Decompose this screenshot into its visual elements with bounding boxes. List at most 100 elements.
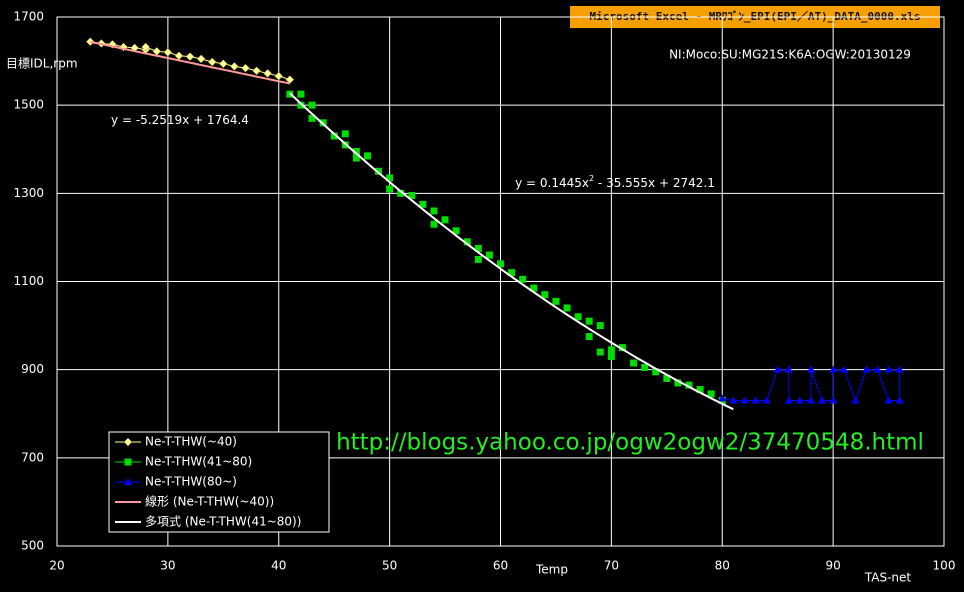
marker-square [707,390,715,398]
x-tick-label: 30 [160,559,175,573]
marker-triangle [773,365,782,373]
legend-box [108,431,330,533]
x-tick-label: 50 [382,559,397,573]
marker-square [363,152,371,160]
equation-part: y = 0.1445x [515,176,589,190]
marker-square [607,352,615,360]
marker-diamond [274,71,284,81]
y-tick-label: 1500 [13,98,44,112]
series-line [722,369,901,403]
marker-diamond [285,75,295,84]
marker-triangle [729,396,738,404]
marker-diamond [85,37,95,47]
marker-square [341,130,349,138]
legend-label: Ne-T-THW(41~80) [145,455,252,469]
legend: Ne-T-THW(~40) Ne-T-THW(41~80) Ne-T-THW(80~… [108,431,330,533]
marker-triangle [751,396,760,404]
marker-diamond [263,69,273,78]
marker-square [696,386,704,394]
legend-label: 線形 (Ne-T-THW(~40)) [145,494,274,509]
marker-diamond [230,62,239,71]
x-tick-label: 40 [271,559,286,573]
x-tick-label: 60 [493,559,508,573]
marker-square [430,220,438,228]
y-tick-label: 700 [21,450,44,464]
marker-square [541,291,549,299]
marker-triangle [806,365,815,373]
watermark: http://blogs.yahoo.co.jp/ogw2ogw2/374705… [336,430,924,456]
marker-square [308,114,316,122]
marker-square [596,322,604,330]
marker-square [497,260,504,268]
marker-square [386,174,394,182]
marker-diamond [252,66,261,76]
marker-triangle [873,365,882,373]
marker-triangle [795,396,804,404]
marker-square [674,379,682,387]
marker-diamond [174,51,184,61]
marker-square [585,333,593,341]
marker-square [574,313,582,321]
equation-part: 2 [589,174,594,183]
marker-diamond [218,59,228,69]
marker-diamond [123,437,133,447]
marker-triangle [806,396,815,404]
y-tick-label: 500 [21,539,44,553]
marker-square [124,458,132,466]
marker-square [452,227,460,235]
chart-subtitle: NI:Moco:SU:MG21S:K6A:OGW:20130129 [669,48,911,62]
marker-triangle [884,396,893,404]
marker-square [408,192,416,200]
marker-square [297,90,305,98]
x-axis-label: Temp [535,563,568,577]
trendline-equation: y = 0.1445x2 - 35.555x + 2742.1 [515,174,715,190]
marker-diamond [163,47,173,57]
marker-diamond [196,54,206,64]
marker-triangle [784,396,793,404]
marker-diamond [141,42,151,52]
trendline [90,40,291,85]
marker-square [663,374,671,382]
marker-triangle [818,396,827,404]
x-tick-label: 90 [825,559,840,573]
y-tick-label: 1300 [13,186,44,200]
marker-square [397,189,405,197]
marker-square [308,101,316,109]
marker-square [685,381,693,389]
marker-square [474,255,482,263]
plot-border [56,16,945,547]
marker-triangle [884,365,893,373]
y-tick-label: 1100 [13,274,44,288]
marker-triangle [895,365,904,373]
marker-triangle [740,396,749,404]
marker-triangle [862,365,871,373]
marker-square [596,348,604,356]
marker-square [297,101,305,109]
marker-square [585,317,593,325]
marker-square [441,216,449,224]
window-title: Microsoft Excel - MRﾜｺﾞﾝ_EPI(EPI／AT)_DAT… [589,9,920,23]
marker-triangle [829,396,838,404]
equation-part: - 35.555x + 2742.1 [594,176,715,190]
marker-diamond [119,42,128,52]
y-tick-label: 1700 [13,10,44,24]
marker-triangle [762,396,771,404]
marker-square [386,185,394,193]
legend-label: Ne-T-THW(80~) [145,475,237,489]
marker-triangle [829,365,838,373]
marker-square [652,368,660,376]
marker-square [419,200,427,208]
x-axis-label-right: TAS-net [864,571,912,585]
marker-square [519,275,527,283]
trendline-equation: y = -5.2519x + 1764.4 [111,113,249,127]
y-axis-label: 目標IDL,rpm [6,57,78,71]
equation-part: y = -5.2519x + 1764.4 [111,113,249,127]
marker-square [641,363,649,371]
x-tick-label: 100 [933,559,956,573]
marker-square [463,238,471,246]
marker-square [375,167,383,175]
marker-diamond [185,52,195,62]
x-tick-label: 70 [604,559,619,573]
marker-square [552,297,560,305]
